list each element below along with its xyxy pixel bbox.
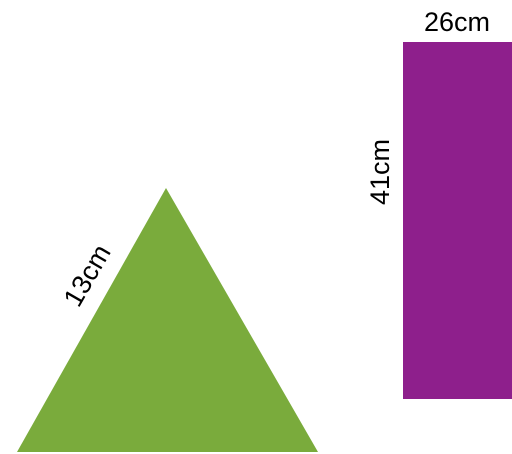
- rectangle-shape: [403, 42, 512, 399]
- triangle-shape: [17, 188, 318, 452]
- rectangle-width-label: 26cm: [424, 7, 490, 37]
- rectangle-height-label: 41cm: [365, 139, 395, 205]
